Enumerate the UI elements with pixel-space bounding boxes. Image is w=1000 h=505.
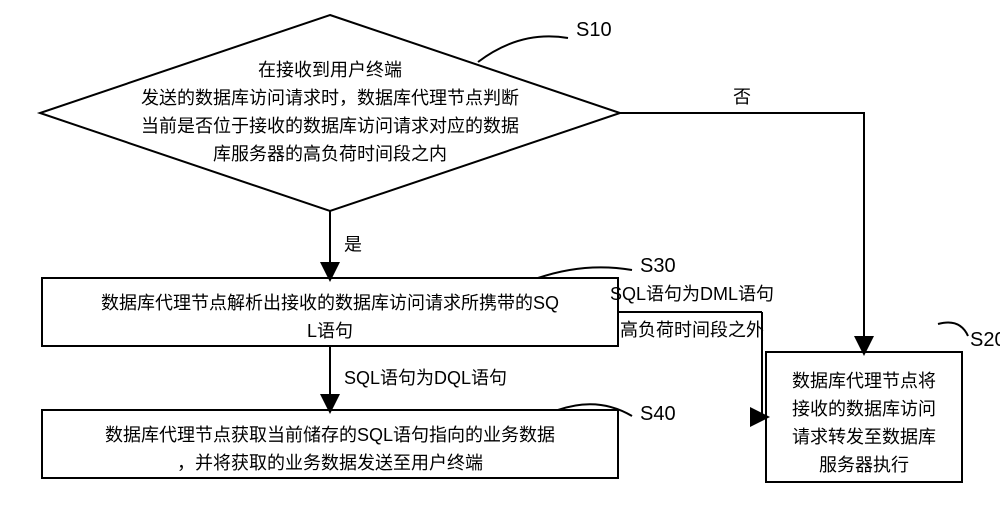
flowchart-diagram: 在接收到用户终端发送的数据库访问请求时，数据库代理节点判断当前是否位于接收的数据… [0, 0, 1000, 505]
svg-text:L语句: L语句 [307, 321, 353, 341]
svg-text:，并将获取的业务数据发送至用户终端: ，并将获取的业务数据发送至用户终端 [177, 453, 483, 473]
label-s30: S30 [640, 255, 676, 277]
edge-label-no: 否 [733, 87, 751, 107]
decision-node [40, 15, 620, 211]
edge-label-dml: SQL语句为DML语句 [610, 284, 774, 304]
label-s20: S20 [970, 329, 1000, 351]
leader-s20 [938, 323, 968, 337]
svg-text:库服务器的高负荷时间段之内: 库服务器的高负荷时间段之内 [213, 144, 447, 164]
leader-s10 [478, 36, 568, 62]
label-s10: S10 [576, 19, 612, 41]
svg-text:服务器执行: 服务器执行 [819, 455, 909, 475]
leader-s30 [538, 267, 632, 278]
svg-text:在接收到用户终端: 在接收到用户终端 [258, 60, 402, 80]
svg-text:发送的数据库访问请求时，数据库代理节点判断: 发送的数据库访问请求时，数据库代理节点判断 [141, 88, 519, 108]
svg-text:接收的数据库访问: 接收的数据库访问 [792, 399, 936, 419]
svg-text:数据库代理节点获取当前储存的SQL语句指向的业务数据: 数据库代理节点获取当前储存的SQL语句指向的业务数据 [105, 425, 555, 445]
label-s40: S40 [640, 403, 676, 425]
decision-text: 在接收到用户终端发送的数据库访问请求时，数据库代理节点判断当前是否位于接收的数据… [141, 60, 519, 164]
svg-text:请求转发至数据库: 请求转发至数据库 [792, 427, 936, 447]
process-s30-text: 数据库代理节点解析出接收的数据库访问请求所携带的SQ L语句 [101, 293, 559, 341]
edge-decision-to-s20 [620, 113, 864, 352]
edge-label-dql: SQL语句为DQL语句 [344, 368, 507, 388]
edge-s30-to-s20-top-guide [618, 298, 766, 382]
svg-text:当前是否位于接收的数据库访问请求对应的数据: 当前是否位于接收的数据库访问请求对应的数据 [141, 116, 519, 136]
svg-text:数据库代理节点将: 数据库代理节点将 [792, 371, 936, 391]
edge-label-outside-peak: 高负荷时间段之外 [620, 320, 764, 340]
process-s20-text: 数据库代理节点将接收的数据库访问请求转发至数据库服务器执行 [792, 371, 936, 475]
svg-text:数据库代理节点解析出接收的数据库访问请求所携带的SQ: 数据库代理节点解析出接收的数据库访问请求所携带的SQ [101, 293, 559, 313]
process-s40-text: 数据库代理节点获取当前储存的SQL语句指向的业务数据 ，并将获取的业务数据发送至用… [105, 425, 555, 473]
edge-label-yes: 是 [344, 235, 362, 255]
